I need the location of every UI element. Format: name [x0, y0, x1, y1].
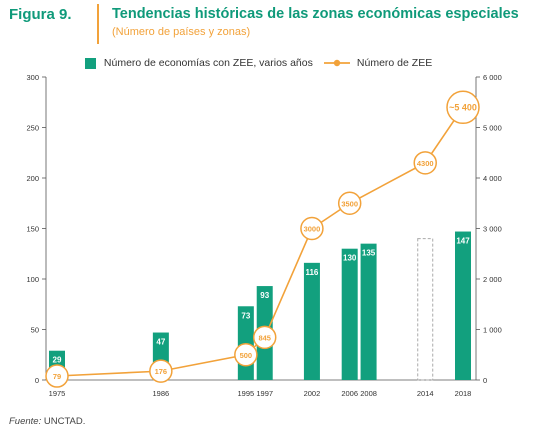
x-axis-tick-label: 1975	[49, 389, 66, 398]
x-axis-tick-label: 2018	[455, 389, 472, 398]
right-axis-tick-label: 6 000	[483, 73, 502, 82]
bar	[303, 262, 320, 380]
line-point-label: 3500	[341, 199, 358, 208]
bar	[360, 243, 377, 380]
left-axis-tick-label: 250	[26, 124, 39, 133]
bar	[341, 248, 358, 380]
line-series	[56, 106, 464, 377]
line-point-label: 176	[155, 367, 168, 376]
bar-value-label: 147	[456, 237, 470, 246]
bar-value-label: 93	[260, 291, 269, 300]
left-axis-tick-label: 200	[26, 174, 39, 183]
line-point	[45, 364, 69, 388]
bar-value-label: 135	[362, 249, 376, 258]
right-axis-tick-label: 5 000	[483, 124, 502, 133]
right-axis-tick-label: 4 000	[483, 174, 502, 183]
line-point	[446, 90, 480, 125]
source-label: Fuente:	[9, 416, 42, 427]
bar-value-label: 73	[241, 311, 250, 320]
line-point	[149, 359, 173, 383]
legend-bar-label: Número de economías con ZEE, varios años	[103, 57, 313, 69]
legend-bar-entry: Número de economías con ZEE, varios años	[85, 57, 313, 69]
x-axis-tick-label: 1995	[237, 389, 254, 398]
left-axis-tick-label: 150	[26, 225, 39, 234]
x-axis-tick-label: 1997	[256, 389, 273, 398]
line-point	[337, 191, 362, 215]
left-axis-tick-label: 50	[31, 326, 39, 335]
line-point-label: 4300	[417, 159, 434, 168]
source-note: Fuente: UNCTAD.	[9, 416, 85, 427]
left-axis-tick-label: 0	[35, 376, 39, 385]
right-axis-tick-label: 0	[483, 376, 487, 385]
x-axis-tick-label: 2008	[360, 389, 377, 398]
legend-line-label: Número de ZEE	[356, 57, 433, 69]
projection-bar	[417, 238, 434, 381]
legend-line-swatch	[324, 60, 350, 67]
bar-value-label: 29	[53, 356, 62, 365]
title-divider	[97, 4, 99, 44]
line-point-label: 500	[240, 351, 253, 360]
line-point	[413, 151, 437, 175]
right-axis-tick-label: 2 000	[483, 275, 502, 284]
line-point-label: ~5 400	[449, 102, 477, 112]
x-axis-tick-label: 1986	[153, 389, 170, 398]
x-axis-tick-label: 2002	[304, 389, 321, 398]
line-point-label: 845	[258, 333, 271, 342]
bar-value-label: 47	[156, 338, 165, 347]
chart-subtitle: (Número de países y zonas)	[112, 26, 251, 38]
x-axis-tick-label: 2014	[417, 389, 434, 398]
legend-bar-swatch	[85, 57, 96, 69]
left-axis-tick-label: 100	[26, 275, 39, 284]
right-axis-tick-label: 1 000	[483, 326, 502, 335]
figure-label: Figura 9.	[9, 6, 72, 23]
right-axis-tick-label: 3 000	[483, 225, 502, 234]
bar	[455, 231, 471, 380]
line-point	[252, 325, 277, 350]
x-axis-tick-label: 2006	[341, 389, 358, 398]
source-text: UNCTAD.	[43, 416, 86, 427]
left-axis-tick-label: 300	[26, 73, 39, 82]
chart-title: Tendencias históricas de las zonas econó…	[112, 6, 519, 22]
bar-value-label: 116	[305, 268, 318, 277]
legend-line-entry: Número de ZEE	[324, 57, 432, 69]
line-point-label: 79	[53, 372, 61, 381]
line-point	[300, 216, 324, 241]
bar-value-label: 130	[343, 254, 357, 263]
line-point-label: 3000	[304, 225, 321, 234]
line-point	[234, 343, 258, 367]
